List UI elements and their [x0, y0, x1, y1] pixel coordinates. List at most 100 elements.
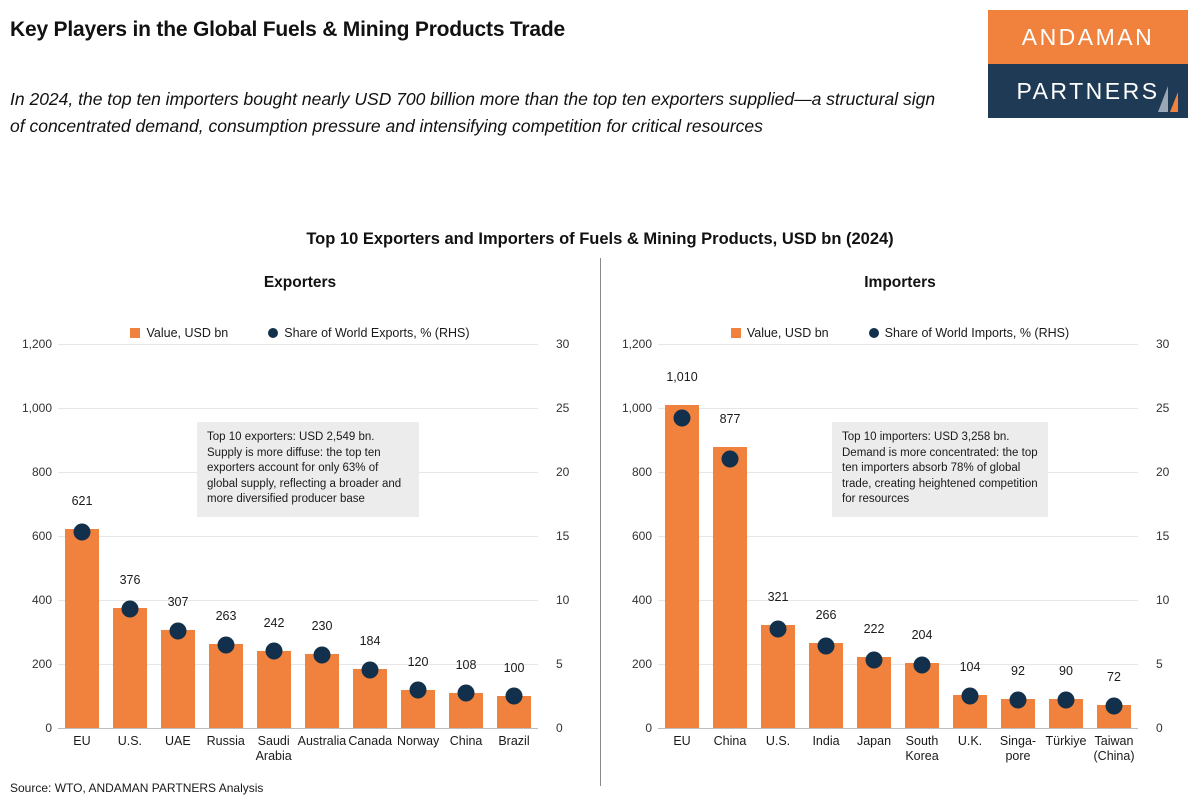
y-tick-right: 15: [556, 529, 570, 543]
bar-group[interactable]: 307: [154, 344, 202, 728]
bar-group[interactable]: 104: [946, 344, 994, 728]
y-tick-right: 0: [1156, 721, 1163, 735]
plot-area-exporters: 0 200 400 600 800 1,000 1,200 0 5 10 15 20 25 30 621…: [22, 337, 569, 735]
bar-group[interactable]: 1,010: [658, 344, 706, 728]
x-axis-label: Japan: [850, 734, 898, 764]
share-marker-dot[interactable]: [1057, 691, 1075, 709]
share-marker-dot[interactable]: [505, 687, 523, 705]
bar-group[interactable]: 222: [850, 344, 898, 728]
bar-group[interactable]: 321: [754, 344, 802, 728]
share-marker-dot[interactable]: [361, 661, 379, 679]
share-marker-dot[interactable]: [457, 684, 475, 702]
bar-value-label: 242: [263, 615, 285, 630]
bar-group[interactable]: 72: [1090, 344, 1138, 728]
bar[interactable]: [112, 607, 148, 728]
bar[interactable]: [760, 625, 796, 728]
share-marker-dot[interactable]: [913, 656, 931, 674]
share-marker-dot[interactable]: [313, 646, 331, 664]
legend-item-share: Share of World Imports, % (RHS): [868, 326, 1070, 340]
bar-group[interactable]: 204: [898, 344, 946, 728]
share-marker-dot[interactable]: [409, 681, 427, 699]
bar[interactable]: [352, 669, 388, 728]
gridline: [658, 408, 1138, 409]
bar-group[interactable]: 263: [202, 344, 250, 728]
share-marker-dot[interactable]: [1105, 697, 1123, 715]
bar-group[interactable]: 100: [490, 344, 538, 728]
share-marker-dot[interactable]: [673, 409, 691, 427]
share-marker-dot[interactable]: [1009, 691, 1027, 709]
x-axis-label: Canada: [346, 734, 394, 764]
bar-group[interactable]: 621: [58, 344, 106, 728]
share-marker-dot[interactable]: [865, 651, 883, 669]
bar-group[interactable]: 184: [346, 344, 394, 728]
page-title: Key Players in the Global Fuels & Mining…: [10, 18, 565, 41]
x-axis-label-line: Singa-: [999, 734, 1037, 748]
source-note: Source: WTO, ANDAMAN PARTNERS Analysis: [10, 781, 264, 795]
bar[interactable]: [256, 650, 292, 728]
legend-label-share: Share of World Imports, % (RHS): [884, 326, 1070, 340]
x-axis-label-line: Saudi: [257, 734, 290, 748]
share-marker-dot[interactable]: [217, 636, 235, 654]
x-axis-label: Saudi Arabia: [250, 734, 298, 764]
bar[interactable]: [664, 404, 700, 728]
y-tick-left: 0: [645, 721, 652, 735]
y-tick-left: 1,200: [21, 337, 52, 351]
share-marker-dot[interactable]: [73, 523, 91, 541]
bar[interactable]: [808, 642, 844, 728]
share-marker-dot[interactable]: [721, 450, 739, 468]
bar-value-label: 104: [959, 659, 981, 674]
chart-title: Top 10 Exporters and Importers of Fuels …: [306, 230, 894, 248]
gridline: [658, 600, 1138, 601]
bar-value-label: 108: [455, 658, 477, 673]
bar-group[interactable]: 266: [802, 344, 850, 728]
share-marker-dot[interactable]: [169, 622, 187, 640]
y-tick-right: 10: [1156, 593, 1170, 607]
gridline: [58, 344, 538, 345]
bar-group[interactable]: 376: [106, 344, 154, 728]
share-marker-dot[interactable]: [121, 600, 139, 618]
bar-group[interactable]: 230: [298, 344, 346, 728]
bar-group[interactable]: 92: [994, 344, 1042, 728]
gridline: [658, 344, 1138, 345]
share-marker-dot[interactable]: [769, 620, 787, 638]
x-axis-label-line: Brazil: [498, 734, 530, 748]
x-axis-label: Brazil: [490, 734, 538, 764]
x-axis-label: China: [442, 734, 490, 764]
bar[interactable]: [712, 447, 748, 728]
legend-item-share: Share of World Exports, % (RHS): [268, 326, 470, 340]
x-axis-label-line: Russia: [206, 734, 245, 748]
bar-value-label: 184: [359, 634, 381, 649]
bar-value-label: 222: [863, 621, 885, 636]
bar-group[interactable]: 877: [706, 344, 754, 728]
y-tick-left: 200: [31, 657, 52, 671]
gridline: [58, 664, 538, 665]
bar-group[interactable]: 108: [442, 344, 490, 728]
panel-title-exporters: Exporters: [263, 274, 337, 291]
share-marker-dot[interactable]: [265, 642, 283, 660]
bar-group[interactable]: 120: [394, 344, 442, 728]
share-marker-dot[interactable]: [817, 637, 835, 655]
x-axis-label-line: Japan: [856, 734, 892, 748]
logo-text-partners: PARTNERS: [1016, 77, 1160, 104]
bar-group[interactable]: 242: [250, 344, 298, 728]
bar-group[interactable]: 90: [1042, 344, 1090, 728]
bar-value-label: 100: [503, 661, 525, 675]
x-axis-label: Australia: [298, 734, 347, 764]
y-tick-right: 25: [556, 401, 570, 415]
y-tick-left: 400: [631, 593, 652, 607]
legend-label-value: Value, USD bn: [746, 326, 829, 340]
bar[interactable]: [160, 629, 196, 728]
panel-divider: [600, 258, 601, 786]
logo-bottom-band: PARTNERS: [988, 64, 1188, 118]
bar[interactable]: [304, 654, 340, 728]
gridline: [58, 600, 538, 601]
x-axis-label: India: [802, 734, 850, 764]
annotation-importers: Top 10 importers: USD 3,258 bn. Demand i…: [832, 422, 1048, 517]
y-tick-left: 1,000: [621, 401, 652, 415]
bar[interactable]: [64, 529, 100, 728]
bar[interactable]: [856, 656, 892, 728]
bar[interactable]: [208, 643, 244, 728]
bar-value-label: 120: [407, 654, 429, 669]
share-marker-dot[interactable]: [961, 687, 979, 705]
bar[interactable]: [1096, 704, 1132, 728]
